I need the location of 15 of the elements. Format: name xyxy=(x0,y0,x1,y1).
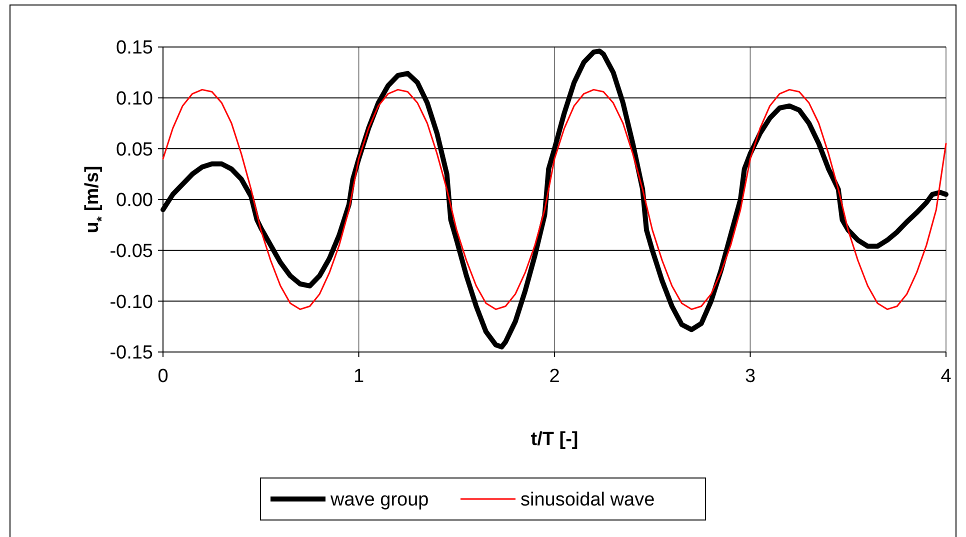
y-tick-label: 0.10 xyxy=(116,88,153,110)
x-tick-label: 3 xyxy=(744,366,756,387)
y-tick-label: -0.15 xyxy=(110,342,153,364)
x-tick-label: 0 xyxy=(158,366,168,387)
x-axis-title: t/T [-] xyxy=(530,429,578,450)
y-tick-label: 0.15 xyxy=(116,38,153,59)
y-tick-label: 0.00 xyxy=(116,190,153,212)
legend-label: wave group xyxy=(330,490,429,511)
x-tick-label: 1 xyxy=(353,366,364,387)
y-tick-label: 0.05 xyxy=(116,139,153,160)
y-tick-label: -0.05 xyxy=(110,240,153,262)
x-tick-label: 2 xyxy=(549,366,560,387)
legend-label: sinusoidal wave xyxy=(520,490,655,511)
x-tick-label: 4 xyxy=(940,366,952,387)
y-tick-label: -0.10 xyxy=(110,292,153,313)
